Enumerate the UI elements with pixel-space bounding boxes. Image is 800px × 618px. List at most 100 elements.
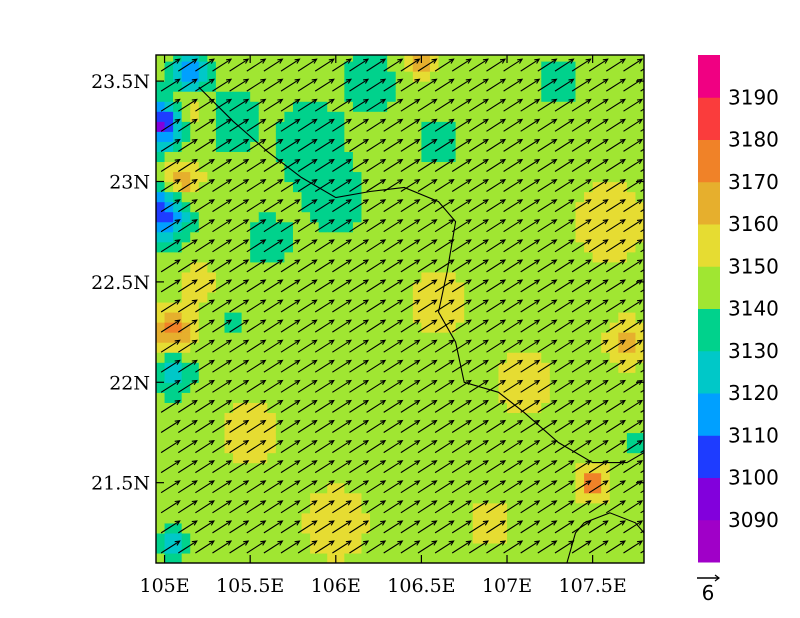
wind-arrow [623, 520, 644, 534]
field-cell [241, 141, 251, 152]
field-cell [190, 221, 200, 233]
field-cell [438, 312, 448, 323]
field-cell [318, 191, 328, 203]
field-cell [156, 442, 166, 454]
field-cell [524, 271, 534, 283]
wind-arrow [623, 199, 644, 213]
wind-arrow [366, 379, 387, 393]
field-cell [549, 392, 559, 403]
field-cell [635, 332, 644, 343]
wind-arrow [503, 460, 524, 474]
field-cell [498, 342, 508, 353]
field-cell [207, 91, 217, 102]
field-cell [198, 352, 208, 363]
field-cell [515, 442, 525, 454]
field-cell [207, 362, 217, 373]
wind-arrow [400, 179, 421, 192]
wind-arrow [297, 319, 318, 333]
field-cell [378, 81, 388, 92]
field-cell [447, 392, 457, 403]
wind-arrow [229, 78, 250, 92]
field-cell [284, 91, 294, 102]
field-cell [378, 402, 388, 414]
field-cell [464, 261, 474, 273]
field-cell [549, 552, 559, 563]
wind-arrow [349, 279, 370, 293]
field-cell [190, 502, 200, 514]
wind-arrow [451, 480, 472, 494]
colorbar: 3090310031103120313031403150316031703180… [698, 55, 779, 563]
field-cell [181, 111, 191, 122]
field-cell [275, 291, 286, 303]
wind-arrow [571, 520, 592, 534]
field-cell [190, 392, 200, 403]
field-cell [644, 493, 653, 504]
field-cell [447, 312, 457, 323]
field-cell [190, 512, 200, 524]
wind-arrow [195, 520, 215, 534]
field-cell [429, 211, 440, 223]
field-cell [515, 251, 525, 263]
field-cell [258, 191, 268, 203]
wind-arrow [520, 359, 541, 373]
field-cell [464, 342, 474, 353]
field-cell [224, 281, 234, 293]
wind-arrow [297, 500, 318, 514]
field-cell [292, 452, 303, 464]
field-cell [558, 332, 568, 343]
field-cell [584, 322, 594, 333]
wind-arrow [246, 118, 267, 132]
field-cell [275, 211, 286, 223]
field-cell [224, 402, 234, 414]
field-cell [584, 131, 594, 142]
field-cell [515, 472, 525, 484]
field-cell [558, 55, 568, 62]
field-cell [412, 492, 422, 504]
field-cell [258, 502, 268, 514]
field-cell [156, 171, 166, 183]
wind-arrow [160, 540, 181, 554]
field-cell [566, 312, 577, 323]
wind-arrow [503, 520, 524, 534]
field-cell [635, 251, 644, 263]
field-cell [515, 121, 525, 132]
field-cell [352, 492, 363, 504]
wind-arrow [280, 58, 301, 72]
field-cell [532, 552, 542, 563]
field-cell [524, 472, 534, 484]
colorbar-label: 3160 [728, 212, 779, 236]
field-cell [566, 55, 577, 62]
field-cell [190, 241, 200, 253]
field-cell [412, 121, 422, 132]
field-cell [361, 532, 371, 544]
wind-arrow [383, 480, 404, 494]
field-cell [618, 181, 628, 193]
field-cell [301, 291, 311, 303]
field-cell [626, 472, 637, 484]
wind-arrow [503, 480, 524, 494]
field-cell [404, 291, 414, 303]
field-cell [335, 131, 345, 142]
wind-arrow [554, 419, 575, 433]
field-cell [181, 91, 191, 102]
field-cell [515, 322, 525, 333]
wind-arrow [263, 379, 284, 393]
field-cell [241, 542, 251, 554]
wind-arrow [212, 379, 233, 393]
field-cell [464, 472, 474, 484]
field-cell [327, 91, 337, 102]
wind-arrow [520, 540, 541, 554]
field-cell [241, 312, 251, 323]
field-cell [472, 312, 482, 323]
field-cell [292, 432, 303, 444]
field-cell [387, 251, 397, 263]
field-cell [635, 181, 644, 193]
field-cell [344, 472, 354, 484]
field-cell [267, 452, 277, 464]
field-cell [301, 111, 311, 122]
field-cell [472, 472, 482, 484]
field-cell [618, 402, 628, 414]
field-cell [275, 392, 286, 403]
wind-arrow [520, 279, 541, 293]
field-cell [361, 231, 371, 243]
